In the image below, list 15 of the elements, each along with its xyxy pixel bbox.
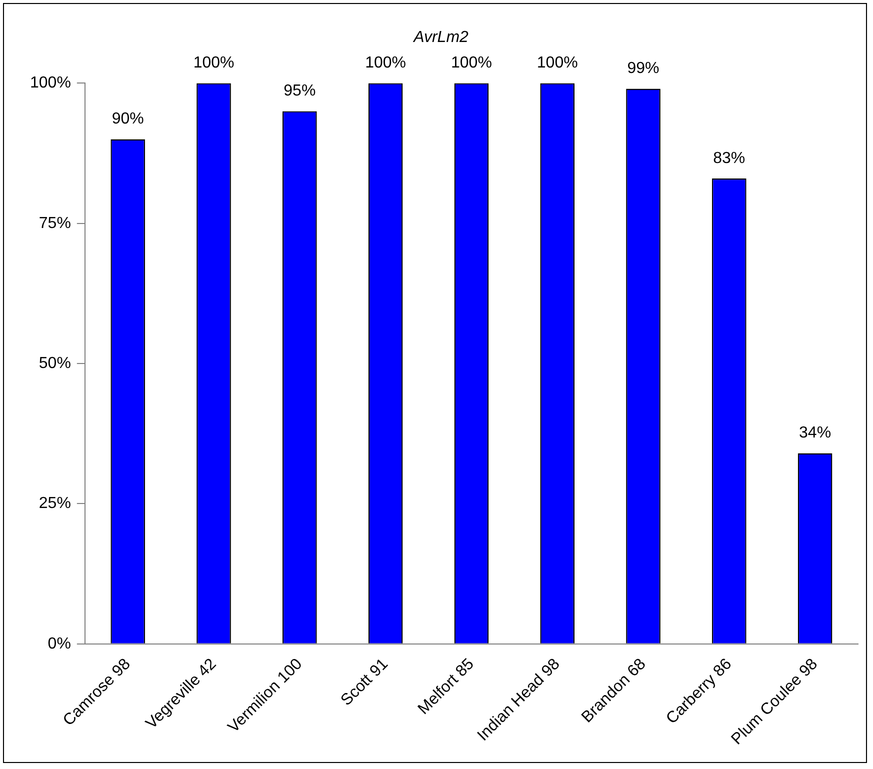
y-tick-label: 0% xyxy=(48,635,71,652)
y-tick-label: 100% xyxy=(30,74,71,92)
y-tick-label: 50% xyxy=(38,354,71,372)
data-label: 100% xyxy=(451,54,492,72)
data-label: 83% xyxy=(713,150,746,167)
y-tick-label: 25% xyxy=(38,495,71,512)
data-label: 100% xyxy=(193,54,234,72)
data-label: 99% xyxy=(627,60,660,78)
data-label: 34% xyxy=(799,424,832,442)
data-label: 90% xyxy=(112,110,144,128)
data-label: 100% xyxy=(536,54,578,72)
data-label: 100% xyxy=(365,54,406,72)
data-label: 95% xyxy=(284,82,316,100)
chart-title: AvrLm2 xyxy=(412,29,469,46)
y-tick-label: 75% xyxy=(38,214,71,232)
